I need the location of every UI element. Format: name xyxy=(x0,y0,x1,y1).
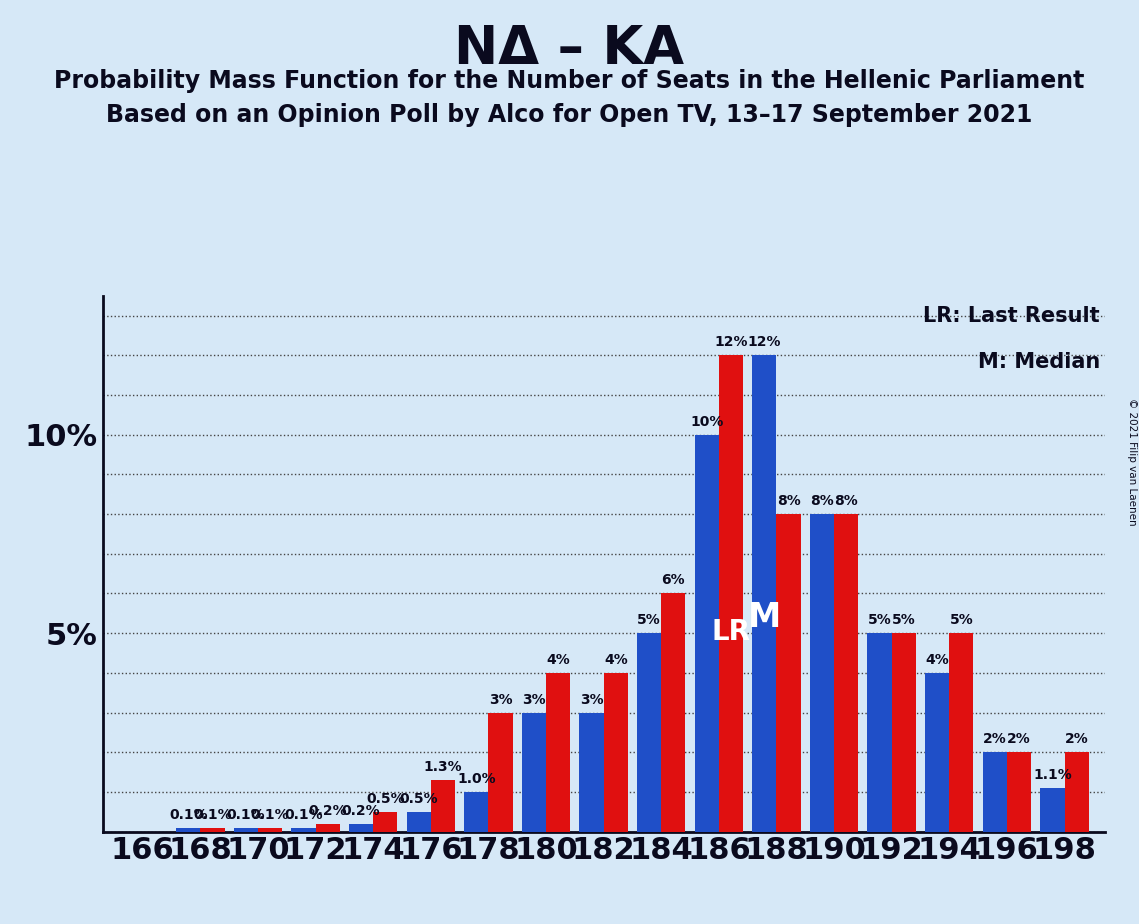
Text: Based on an Opinion Poll by Alco for Open TV, 13–17 September 2021: Based on an Opinion Poll by Alco for Ope… xyxy=(106,103,1033,128)
Bar xyxy=(983,752,1007,832)
Text: M: M xyxy=(748,601,781,634)
Bar xyxy=(233,828,259,832)
Text: 5%: 5% xyxy=(868,614,892,627)
Text: 3%: 3% xyxy=(489,693,513,707)
Text: 0.5%: 0.5% xyxy=(400,792,439,806)
Bar xyxy=(695,434,719,832)
Bar xyxy=(892,633,916,832)
Text: 0.2%: 0.2% xyxy=(342,804,380,818)
Text: 0.1%: 0.1% xyxy=(227,808,265,821)
Text: © 2021 Filip van Laenen: © 2021 Filip van Laenen xyxy=(1126,398,1137,526)
Bar xyxy=(522,712,546,832)
Text: 4%: 4% xyxy=(925,653,949,667)
Text: 0.5%: 0.5% xyxy=(366,792,404,806)
Text: Probability Mass Function for the Number of Seats in the Hellenic Parliament: Probability Mass Function for the Number… xyxy=(55,69,1084,93)
Bar xyxy=(465,792,489,832)
Bar xyxy=(200,828,224,832)
Bar xyxy=(868,633,892,832)
Bar xyxy=(580,712,604,832)
Text: 5%: 5% xyxy=(892,614,916,627)
Bar xyxy=(1065,752,1089,832)
Bar xyxy=(292,828,316,832)
Text: 2%: 2% xyxy=(983,732,1007,747)
Bar xyxy=(316,823,339,832)
Text: 0.1%: 0.1% xyxy=(251,808,289,821)
Bar xyxy=(604,673,628,832)
Text: 8%: 8% xyxy=(777,494,801,508)
Bar xyxy=(719,355,743,832)
Bar xyxy=(949,633,974,832)
Text: 6%: 6% xyxy=(662,574,686,588)
Bar xyxy=(431,780,456,832)
Bar xyxy=(1040,788,1065,832)
Bar xyxy=(1007,752,1031,832)
Text: 8%: 8% xyxy=(834,494,858,508)
Text: 1.3%: 1.3% xyxy=(424,760,462,774)
Bar xyxy=(777,514,801,832)
Bar xyxy=(349,823,374,832)
Bar xyxy=(752,355,777,832)
Text: 10%: 10% xyxy=(690,415,723,429)
Bar xyxy=(489,712,513,832)
Bar xyxy=(925,673,949,832)
Text: LR: Last Result: LR: Last Result xyxy=(924,307,1100,326)
Bar xyxy=(407,812,431,832)
Text: 5%: 5% xyxy=(638,614,661,627)
Bar xyxy=(177,828,200,832)
Text: 5%: 5% xyxy=(950,614,973,627)
Bar xyxy=(546,673,571,832)
Text: 3%: 3% xyxy=(580,693,604,707)
Text: 4%: 4% xyxy=(547,653,570,667)
Bar xyxy=(662,593,686,832)
Text: 2%: 2% xyxy=(1065,732,1089,747)
Text: 1.0%: 1.0% xyxy=(457,772,495,786)
Text: 12%: 12% xyxy=(714,335,747,349)
Bar xyxy=(810,514,834,832)
Text: 2%: 2% xyxy=(1007,732,1031,747)
Bar xyxy=(637,633,662,832)
Text: 3%: 3% xyxy=(522,693,546,707)
Text: 0.1%: 0.1% xyxy=(285,808,322,821)
Text: 1.1%: 1.1% xyxy=(1033,768,1072,782)
Bar xyxy=(259,828,282,832)
Text: LR: LR xyxy=(712,617,751,646)
Text: 8%: 8% xyxy=(810,494,834,508)
Text: 4%: 4% xyxy=(604,653,628,667)
Text: NΔ – KA: NΔ – KA xyxy=(454,23,685,75)
Text: 12%: 12% xyxy=(747,335,781,349)
Text: 0.2%: 0.2% xyxy=(309,804,347,818)
Text: M: Median: M: Median xyxy=(977,352,1100,372)
Text: 0.1%: 0.1% xyxy=(169,808,207,821)
Bar xyxy=(374,812,398,832)
Bar xyxy=(834,514,859,832)
Text: 0.1%: 0.1% xyxy=(194,808,232,821)
